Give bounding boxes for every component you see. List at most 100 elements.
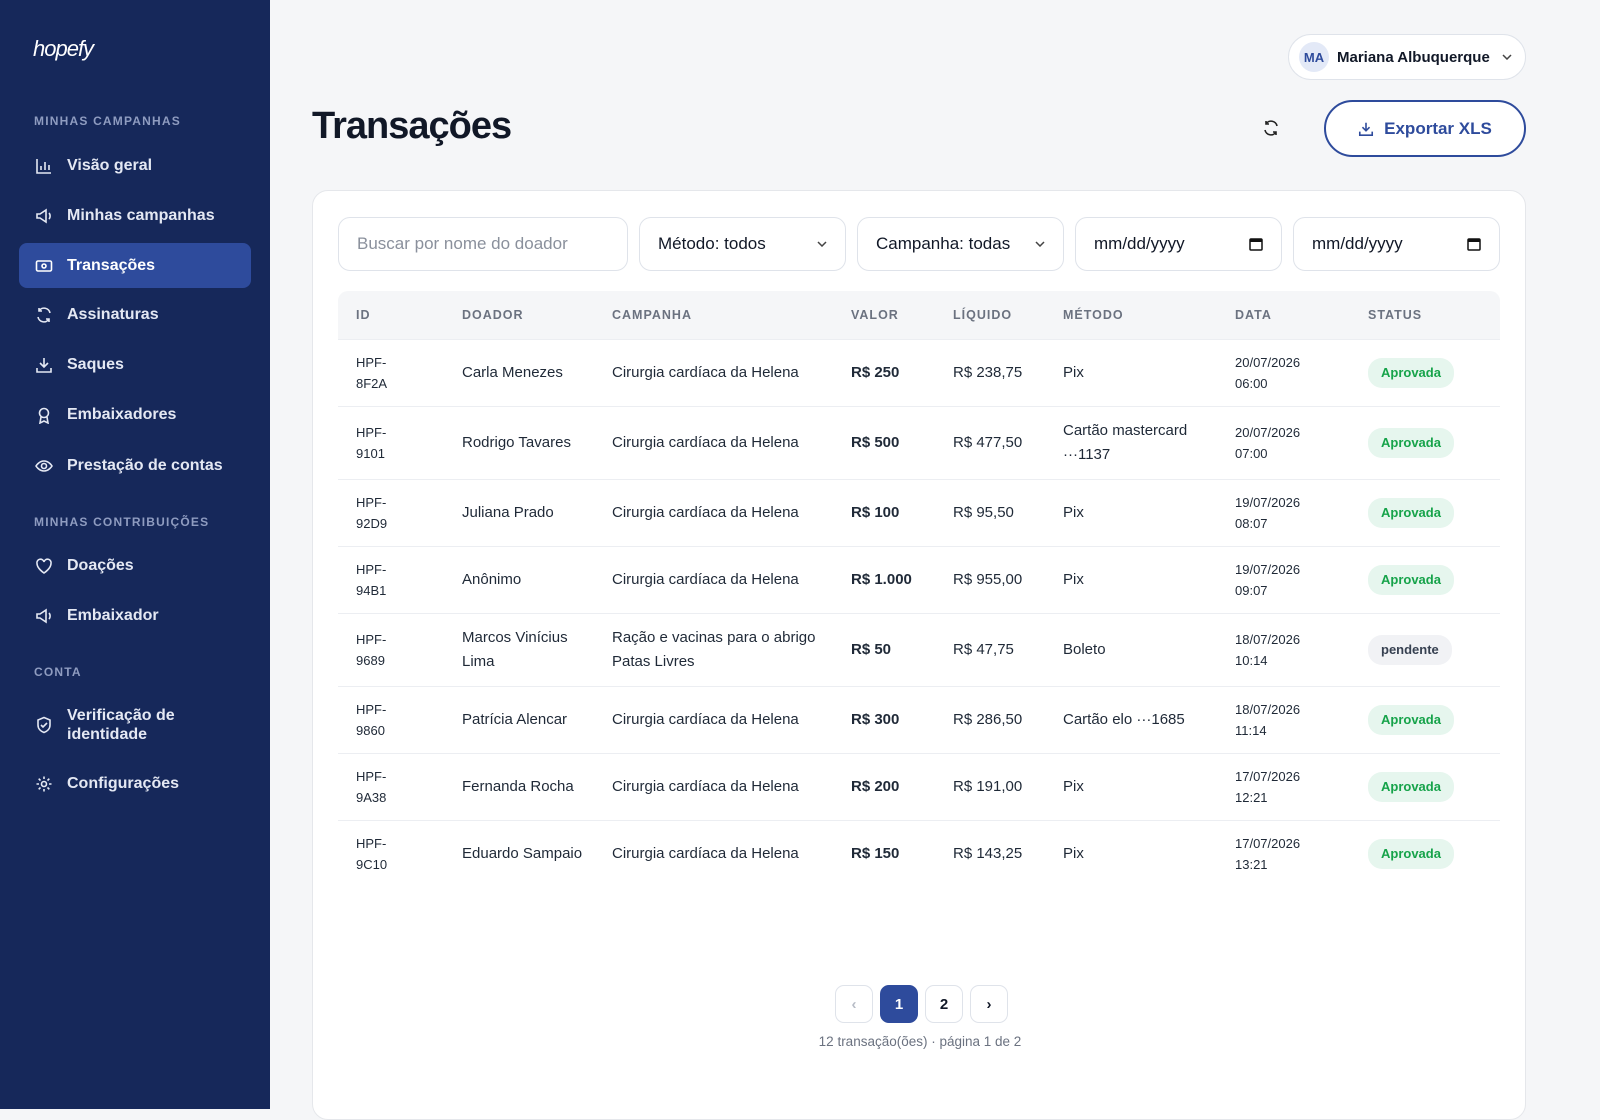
section-title: CONTA (34, 665, 82, 679)
nav-item[interactable]: Saques (19, 342, 251, 387)
pagination: ‹ 1 2 › (835, 985, 1008, 1023)
cell-text: R$ 1.000 (851, 570, 912, 588)
cell: R$ 238,75 (935, 338, 1045, 406)
cell-text: Cartão mastercard ···1137 (1063, 421, 1188, 463)
logo[interactable]: hopefy (33, 36, 94, 61)
nav-item[interactable]: Doações (19, 543, 251, 588)
cell-text: R$ 100 (851, 503, 900, 521)
column-header: LÍQUIDO (935, 291, 1045, 339)
cell-text: 19/07/2026 08:07 (1235, 494, 1301, 531)
search-input[interactable]: Buscar por nome do doador (338, 217, 628, 271)
cell: R$ 200 (833, 752, 935, 820)
method-select[interactable]: Método: todos (639, 217, 846, 271)
cell: Pix (1045, 478, 1217, 546)
nav-item[interactable]: Embaixador (19, 593, 251, 638)
status-badge: Aprovada (1368, 357, 1454, 388)
cell-text: R$ 95,50 (953, 503, 1014, 521)
cell: R$ 286,50 (935, 685, 1045, 753)
nav-item[interactable]: Embaixadores (19, 392, 251, 437)
nav-item[interactable]: Configurações (19, 761, 251, 806)
cell: Aprovada (1350, 819, 1500, 887)
cell: Aprovada (1350, 405, 1500, 479)
status-badge: Aprovada (1368, 564, 1454, 595)
cell: R$ 191,00 (935, 752, 1045, 820)
cell: Eduardo Sampaio (444, 819, 594, 887)
cell-text: Cirurgia cardíaca da Helena (612, 570, 799, 588)
nav-item[interactable]: Visão geral (19, 143, 251, 188)
page-button[interactable]: 2 (925, 985, 963, 1023)
transaction-row: HPF-94B1 Anônimo Cirurgia cardíaca da Hele… (338, 545, 1500, 613)
cell-text: HPF-94B1 (356, 561, 387, 598)
cell: HPF-94B1 (338, 545, 444, 613)
cell: Cirurgia cardíaca da Helena (594, 478, 833, 546)
cell-text: Juliana Prado (462, 503, 554, 521)
cell: 20/07/2026 06:00 (1217, 338, 1350, 406)
cell-text: R$ 238,75 (953, 363, 1023, 381)
cell: R$ 955,00 (935, 545, 1045, 613)
main: MA Mariana Albuquerque Transações Exporta… (270, 0, 1600, 1120)
cell: R$ 1.000 (833, 545, 935, 613)
refresh-button[interactable] (1262, 119, 1280, 137)
transaction-row: HPF-9A38 Fernanda Rocha Cirurgia cardíaca … (338, 752, 1500, 820)
cell-text: 20/07/2026 07:00 (1235, 424, 1301, 461)
cell: Cartão elo ···1685 (1045, 685, 1217, 753)
cell: Cirurgia cardíaca da Helena (594, 819, 833, 887)
column-header: MÉTODO (1045, 291, 1217, 339)
status-badge: pendente (1368, 634, 1452, 665)
nav-item[interactable]: Prestação de contas (19, 443, 251, 488)
status-badge: Aprovada (1368, 427, 1454, 458)
cell: 17/07/2026 13:21 (1217, 819, 1350, 887)
cell: Boleto (1045, 612, 1217, 686)
cell-text: Pix (1063, 777, 1084, 795)
cell: Aprovada (1350, 478, 1500, 546)
cell-text: Eduardo Sampaio (462, 844, 583, 862)
cell: 20/07/2026 07:00 (1217, 405, 1350, 479)
nav-item[interactable]: Assinaturas (19, 292, 251, 337)
cell: Pix (1045, 752, 1217, 820)
cell: Cirurgia cardíaca da Helena (594, 545, 833, 613)
cell-text: HPF-8F2A (356, 354, 388, 391)
transaction-row: HPF-9101 Rodrigo Tavares Cirurgia cardíaca… (338, 405, 1500, 479)
cell: 17/07/2026 12:21 (1217, 752, 1350, 820)
campaign-select[interactable]: Campanha: todas (857, 217, 1064, 271)
cell: Ração e vacinas para o abrigo Patas Livr… (594, 612, 833, 686)
user-menu[interactable]: MA Mariana Albuquerque (1288, 34, 1526, 80)
cell: R$ 47,75 (935, 612, 1045, 686)
cell-text: Marcos Vinícius Lima (462, 628, 568, 670)
cell-text: Carla Menezes (462, 363, 563, 381)
cell: Marcos Vinícius Lima (444, 612, 594, 686)
cell-text: Pix (1063, 844, 1084, 862)
date-from[interactable]: mm/dd/yyyy (1075, 217, 1282, 271)
cell-text: R$ 477,50 (953, 433, 1023, 451)
cell-text: R$ 150 (851, 844, 900, 862)
cell: Aprovada (1350, 752, 1500, 820)
cell: R$ 500 (833, 405, 935, 479)
cell: Pix (1045, 819, 1217, 887)
cell: HPF-9A38 (338, 752, 444, 820)
date-to[interactable]: mm/dd/yyyy (1293, 217, 1500, 271)
cell: HPF-9101 (338, 405, 444, 479)
cell-text: HPF-9689 (356, 631, 387, 668)
transaction-row: HPF-8F2A Carla Menezes Cirurgia cardíaca d… (338, 338, 1500, 406)
column-header: DATA (1217, 291, 1350, 339)
next-page[interactable]: › (970, 985, 1008, 1023)
cell-text: Cirurgia cardíaca da Helena (612, 777, 799, 795)
export-button[interactable]: Exportar XLS (1324, 100, 1526, 157)
nav-item[interactable]: Minhas campanhas (19, 193, 251, 238)
column-header: CAMPANHA (594, 291, 833, 339)
nav-item[interactable]: Transações (19, 243, 251, 288)
cell: R$ 100 (833, 478, 935, 546)
cell-text: 19/07/2026 09:07 (1235, 561, 1301, 598)
cell: R$ 95,50 (935, 478, 1045, 546)
cell-text: HPF-9101 (356, 424, 387, 461)
cell: R$ 50 (833, 612, 935, 686)
nav-item[interactable]: Verificação de identidade (19, 700, 251, 750)
cell: R$ 477,50 (935, 405, 1045, 479)
cell: Aprovada (1350, 545, 1500, 613)
cell-text: HPF-92D9 (356, 494, 388, 531)
cell: Rodrigo Tavares (444, 405, 594, 479)
page-button[interactable]: 1 (880, 985, 918, 1023)
prev-page[interactable]: ‹ (835, 985, 873, 1023)
cell-text: HPF-9A38 (356, 768, 387, 805)
